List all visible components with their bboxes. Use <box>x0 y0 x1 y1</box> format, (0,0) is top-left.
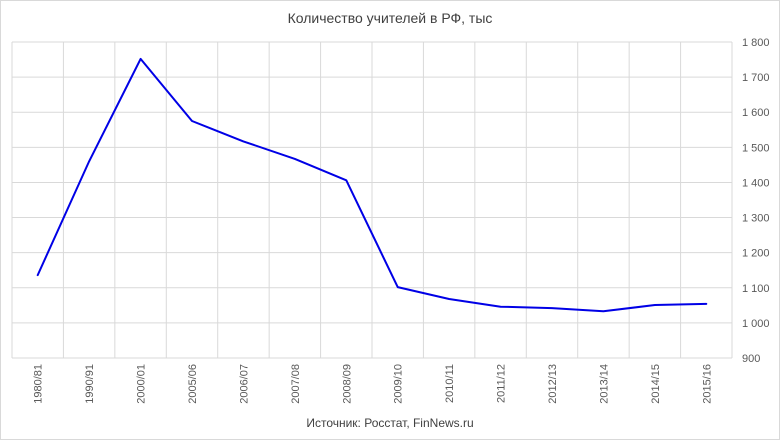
data-point <box>397 287 398 288</box>
x-tick-label: 1980/81 <box>33 364 45 404</box>
data-point <box>140 58 141 59</box>
data-point <box>192 121 193 122</box>
data-point <box>706 303 707 304</box>
y-tick-label: 1 200 <box>742 248 770 260</box>
y-tick-label: 1 600 <box>742 107 770 119</box>
data-point <box>243 141 244 142</box>
data-point <box>346 180 347 181</box>
chart-title: Количество учителей в РФ, тыс <box>287 10 493 26</box>
data-point <box>603 311 604 312</box>
data-point <box>500 306 501 307</box>
data-point <box>449 299 450 300</box>
data-point <box>37 275 38 276</box>
x-tick-label: 2012/13 <box>547 364 559 404</box>
series-line <box>36 57 708 313</box>
data-point <box>89 161 90 162</box>
x-tick-label: 2007/08 <box>290 364 302 404</box>
data-point <box>552 308 553 309</box>
source-note: Источник: Росстат, FinNews.ru <box>306 416 474 430</box>
x-tick-label: 2015/16 <box>701 364 713 404</box>
data-point <box>654 304 655 305</box>
y-tick-label: 1 800 <box>742 37 770 49</box>
x-tick-label: 2010/11 <box>444 364 456 403</box>
x-tick-label: 1990/91 <box>84 364 96 404</box>
y-tick-label: 1 700 <box>742 72 770 84</box>
y-tick-label: 1 500 <box>742 142 770 154</box>
data-point <box>294 158 295 159</box>
y-tick-label: 900 <box>742 353 760 365</box>
x-tick-label: 2006/07 <box>238 364 250 404</box>
x-tick-label: 2000/01 <box>136 364 148 404</box>
x-tick-label: 2008/09 <box>341 364 353 404</box>
y-tick-label: 1 400 <box>742 177 770 189</box>
x-tick-label: 2011/12 <box>496 364 508 403</box>
x-tick-label: 2014/15 <box>650 364 662 404</box>
x-tick-label: 2013/14 <box>598 364 610 404</box>
y-tick-label: 1 000 <box>742 318 770 330</box>
x-tick-label: 2005/06 <box>187 364 199 404</box>
y-tick-label: 1 300 <box>742 213 770 225</box>
x-tick-label: 2009/10 <box>393 364 405 404</box>
y-tick-label: 1 100 <box>742 283 770 295</box>
